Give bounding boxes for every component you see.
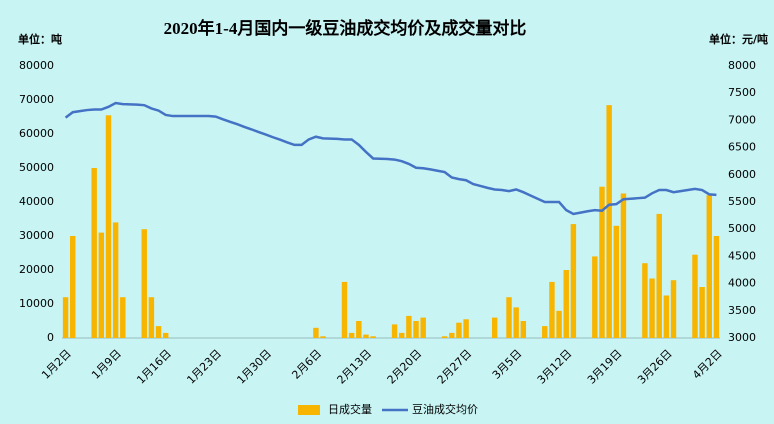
legend-label: 日成交量 [328, 402, 372, 416]
bar [656, 213, 662, 338]
bar [642, 263, 648, 338]
bar [62, 297, 69, 338]
bar [542, 326, 548, 338]
bar [112, 222, 119, 338]
y2-tick-label: 8000 [728, 59, 756, 72]
bar [98, 232, 105, 338]
legend-swatch [298, 405, 320, 415]
y2-tick-label: 4000 [728, 277, 756, 290]
y-tick-label: 40000 [19, 195, 54, 208]
bar [91, 168, 97, 338]
bar [520, 321, 527, 338]
bar [456, 322, 462, 338]
y2-tick-label: 4500 [728, 249, 756, 262]
bar [606, 105, 612, 338]
y2-tick-label: 6000 [728, 168, 756, 181]
bar [420, 317, 426, 338]
bar [556, 310, 562, 338]
y2-axis-unit: 单位：元/吨 [709, 32, 768, 46]
bar [670, 280, 677, 338]
bar [341, 281, 348, 338]
y-axis-unit: 单位：吨 [18, 32, 62, 46]
bar [463, 319, 469, 338]
bar [513, 307, 519, 338]
bar [391, 324, 398, 338]
bar [570, 224, 577, 338]
bar [162, 332, 169, 338]
bar [649, 278, 655, 338]
y2-tick-label: 7000 [728, 113, 756, 126]
y-tick-label: 50000 [19, 161, 54, 174]
bar [699, 287, 705, 338]
y2-tick-label: 5500 [728, 195, 756, 208]
bar [148, 297, 155, 338]
bar [399, 332, 405, 338]
y-tick-label: 30000 [19, 229, 54, 242]
y2-tick-label: 5000 [728, 222, 756, 235]
y2-tick-label: 7500 [728, 86, 756, 99]
bar [449, 332, 455, 338]
bar [620, 193, 627, 338]
bar [506, 297, 512, 338]
bar [141, 229, 147, 338]
bar [363, 334, 369, 338]
bar [105, 115, 112, 338]
price-line [64, 101, 717, 216]
y-tick-label: 80000 [19, 59, 54, 72]
bar [70, 236, 76, 338]
y2-tick-label: 3500 [728, 304, 756, 317]
bar [491, 317, 498, 338]
bar [706, 195, 712, 338]
bar [155, 326, 162, 338]
y2-tick-label: 3000 [728, 331, 756, 344]
bar [563, 270, 569, 338]
bar [356, 321, 362, 338]
y-tick-label: 0 [47, 331, 54, 344]
bar [406, 315, 412, 338]
bar [599, 186, 605, 338]
bar [692, 254, 698, 338]
bar [663, 295, 670, 338]
bar [613, 225, 620, 338]
bar [713, 236, 720, 338]
bar [592, 256, 598, 338]
bar [348, 332, 355, 338]
y-tick-label: 20000 [19, 263, 54, 276]
bar [413, 321, 419, 338]
bar [549, 281, 555, 338]
y2-tick-label: 6500 [728, 141, 756, 154]
y-tick-label: 10000 [19, 297, 54, 310]
y-tick-label: 70000 [19, 93, 54, 106]
legend-label: 豆油成交均价 [412, 402, 478, 416]
bar [441, 336, 448, 338]
chart-title: 2020年1-4月国内一级豆油成交均价及成交量对比 [164, 18, 527, 38]
bar [320, 336, 326, 338]
y-tick-label: 60000 [19, 127, 54, 140]
bar [313, 327, 319, 338]
bar [370, 336, 376, 338]
bar [120, 297, 126, 338]
